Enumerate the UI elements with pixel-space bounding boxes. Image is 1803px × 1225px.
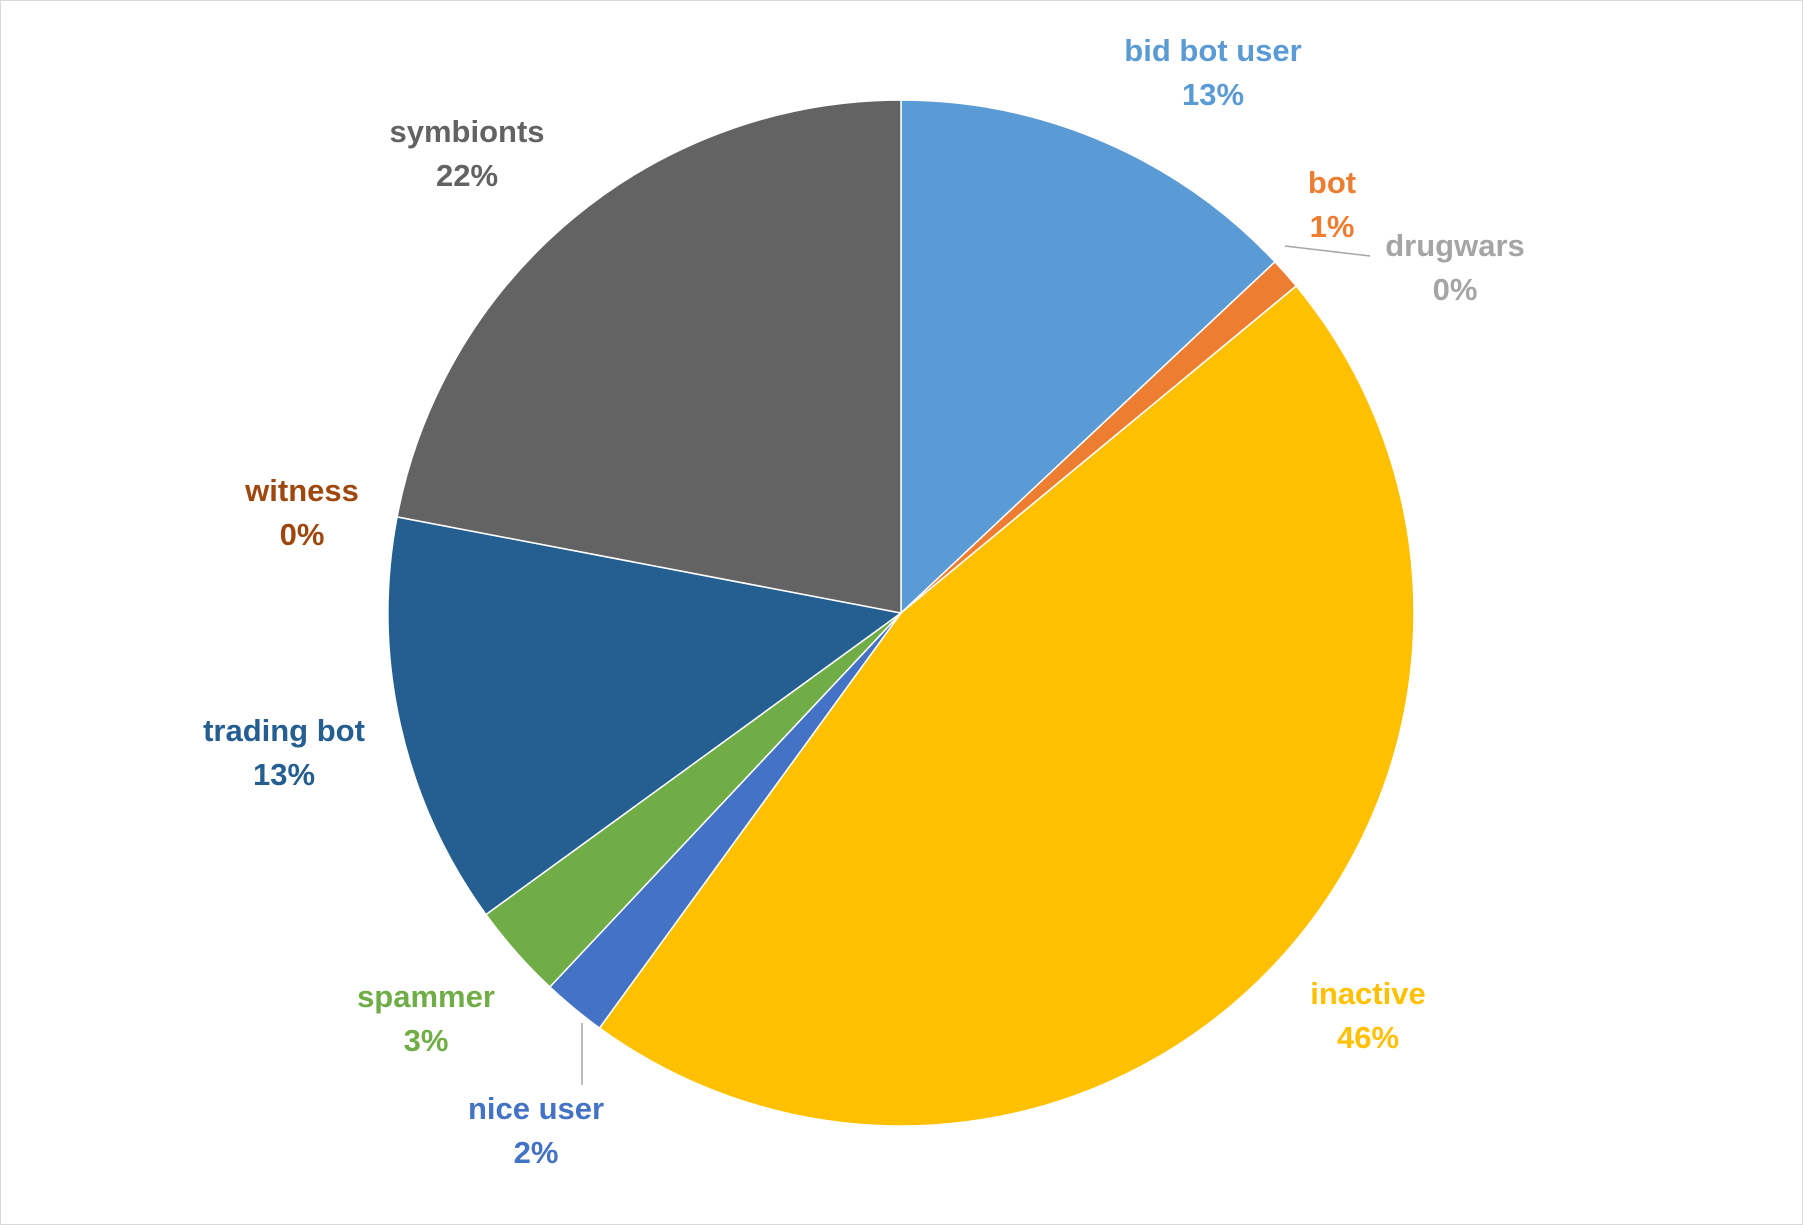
slice-label: bot <box>1308 165 1356 200</box>
slice-value-label: 46% <box>1337 1020 1399 1055</box>
slice-label: drugwars <box>1385 228 1525 263</box>
slice-value-label: 2% <box>514 1135 559 1170</box>
slice-label: nice user <box>468 1091 604 1126</box>
slice-value-label: 0% <box>280 517 325 552</box>
pie-slice <box>598 284 1415 1127</box>
pie-slice <box>396 99 902 614</box>
slice-value-label: 3% <box>404 1023 449 1058</box>
leader-line <box>1284 245 1371 257</box>
slice-value-label: 13% <box>253 757 315 792</box>
slice-label: spammer <box>357 979 495 1014</box>
slice-label: symbionts <box>389 114 544 149</box>
slice-value-label: 13% <box>1182 77 1244 112</box>
pie-slice <box>387 515 903 916</box>
slice-label: witness <box>244 473 359 508</box>
slice-label: inactive <box>1310 976 1425 1011</box>
slice-label: bid bot user <box>1124 33 1301 68</box>
slice-value-label: 22% <box>436 158 498 193</box>
slice-value-label: 0% <box>1433 272 1478 307</box>
pie-slice <box>900 99 1277 615</box>
slice-value-label: 1% <box>1310 209 1355 244</box>
slice-label: trading bot <box>203 713 365 748</box>
